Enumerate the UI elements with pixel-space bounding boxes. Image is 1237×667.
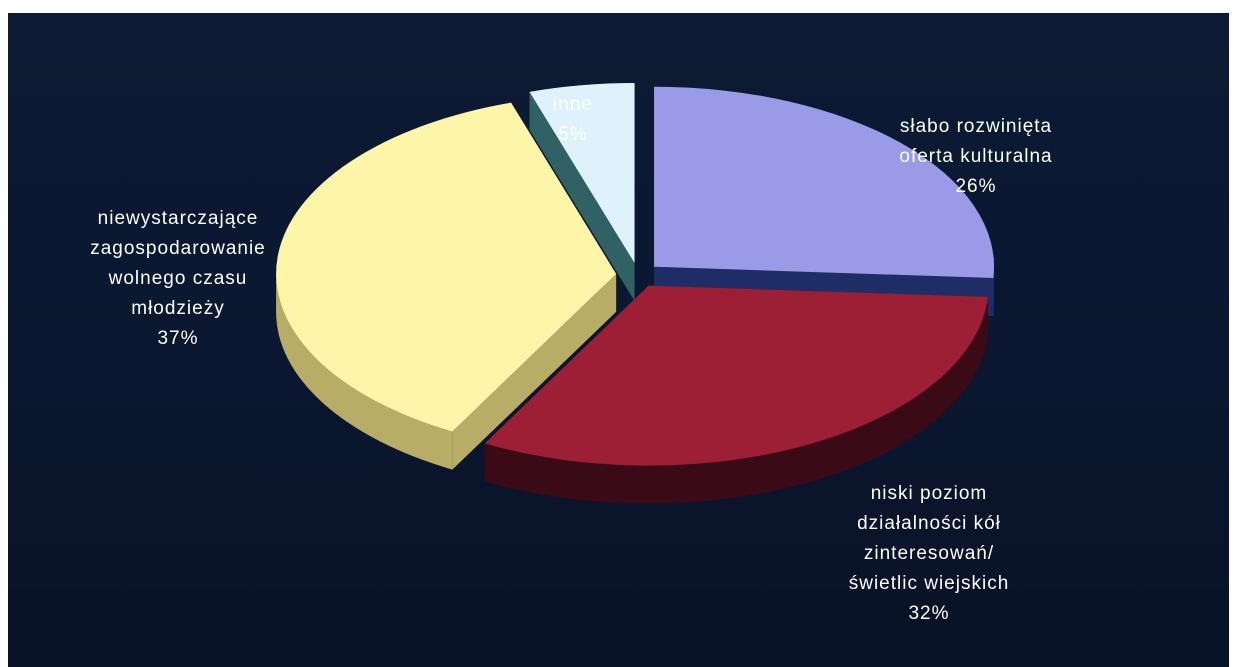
label-niski-poziom: niski poziom działalności kół zinteresow… <box>848 483 1010 624</box>
slice-slabo-rozwinieta <box>654 86 995 279</box>
slice-inne <box>529 83 635 264</box>
slice-niski-poziom <box>484 285 988 466</box>
label-niewystarczajace: niewystarczające zagospodarowanie wolneg… <box>90 208 266 349</box>
label-slabo-rozwinieta: słabo rozwinięta oferta kulturalna 26% <box>899 116 1053 197</box>
slice-inne-side <box>529 91 635 302</box>
label-inne: inne 5% <box>553 94 593 145</box>
slice-niewystarczajace <box>276 102 617 432</box>
pie-chart <box>276 83 995 504</box>
chart-area: słabo rozwinięta oferta kulturalna 26% n… <box>8 13 1229 667</box>
